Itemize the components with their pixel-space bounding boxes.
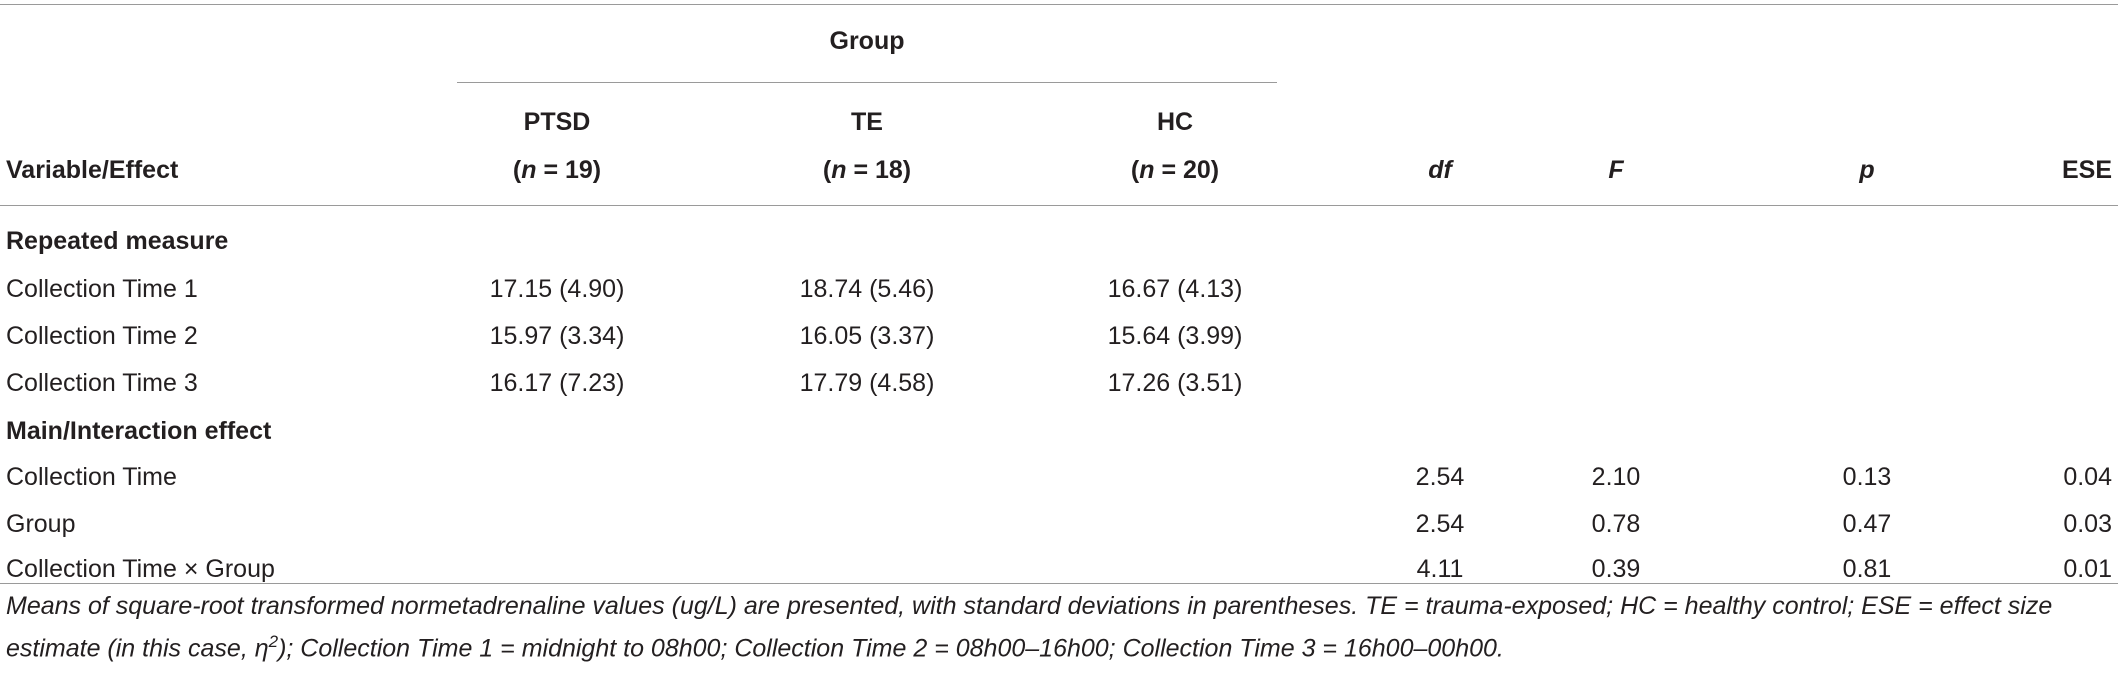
section-main-interaction-effect: Main/Interaction effect — [6, 417, 272, 445]
row-label: Collection Time 3 — [6, 369, 198, 397]
row-label: Collection Time — [6, 463, 177, 491]
cell-p: 0.47 — [1842, 510, 1892, 538]
cell-df: 2.54 — [1415, 510, 1465, 538]
cell-df: 4.11 — [1416, 555, 1464, 583]
group-header: Group — [829, 27, 905, 55]
cell-ese: 0.01 — [2063, 555, 2112, 583]
cell-f: 2.10 — [1591, 463, 1641, 491]
table-bottom-rule — [0, 583, 2118, 584]
group-header-rule — [457, 82, 1277, 83]
col-header-p: p — [1859, 156, 1875, 184]
row-label: Collection Time × Group — [6, 555, 275, 583]
row-label: Collection Time 1 — [6, 275, 198, 303]
table-top-rule — [0, 4, 2118, 5]
col-header-te: TE — [851, 108, 883, 136]
col-header-ptsd-n: (n = 19) — [512, 156, 602, 184]
table-footnote: Means of square-root transformed normeta… — [6, 592, 2053, 663]
col-header-hc: HC — [1156, 108, 1194, 136]
col-header-df: df — [1428, 156, 1452, 184]
cell-hc: 15.64 (3.99) — [1107, 322, 1243, 350]
cell-ptsd: 16.17 (7.23) — [489, 369, 625, 397]
section-repeated-measure: Repeated measure — [6, 227, 229, 255]
cell-f: 0.78 — [1591, 510, 1641, 538]
cell-hc: 17.26 (3.51) — [1107, 369, 1243, 397]
cell-ese: 0.03 — [2063, 510, 2112, 538]
cell-te: 18.74 (5.46) — [799, 275, 935, 303]
col-header-te-n: (n = 18) — [822, 156, 912, 184]
row-label: Group — [6, 510, 76, 538]
cell-f: 0.39 — [1591, 555, 1641, 583]
cell-ptsd: 17.15 (4.90) — [489, 275, 625, 303]
col-header-hc-n: (n = 20) — [1130, 156, 1220, 184]
header-bottom-rule — [0, 205, 2118, 206]
cell-te: 17.79 (4.58) — [799, 369, 935, 397]
cell-p: 0.13 — [1842, 463, 1892, 491]
cell-ptsd: 15.97 (3.34) — [489, 322, 625, 350]
cell-p: 0.81 — [1842, 555, 1892, 583]
col-header-f: F — [1608, 156, 1624, 184]
col-header-variable: Variable/Effect — [6, 156, 179, 184]
cell-hc: 16.67 (4.13) — [1107, 275, 1243, 303]
cell-te: 16.05 (3.37) — [799, 322, 935, 350]
cell-ese: 0.04 — [2063, 463, 2112, 491]
col-header-ptsd: PTSD — [523, 108, 591, 136]
row-label: Collection Time 2 — [6, 322, 198, 350]
col-header-ese: ESE — [2061, 156, 2112, 184]
cell-df: 2.54 — [1415, 463, 1465, 491]
